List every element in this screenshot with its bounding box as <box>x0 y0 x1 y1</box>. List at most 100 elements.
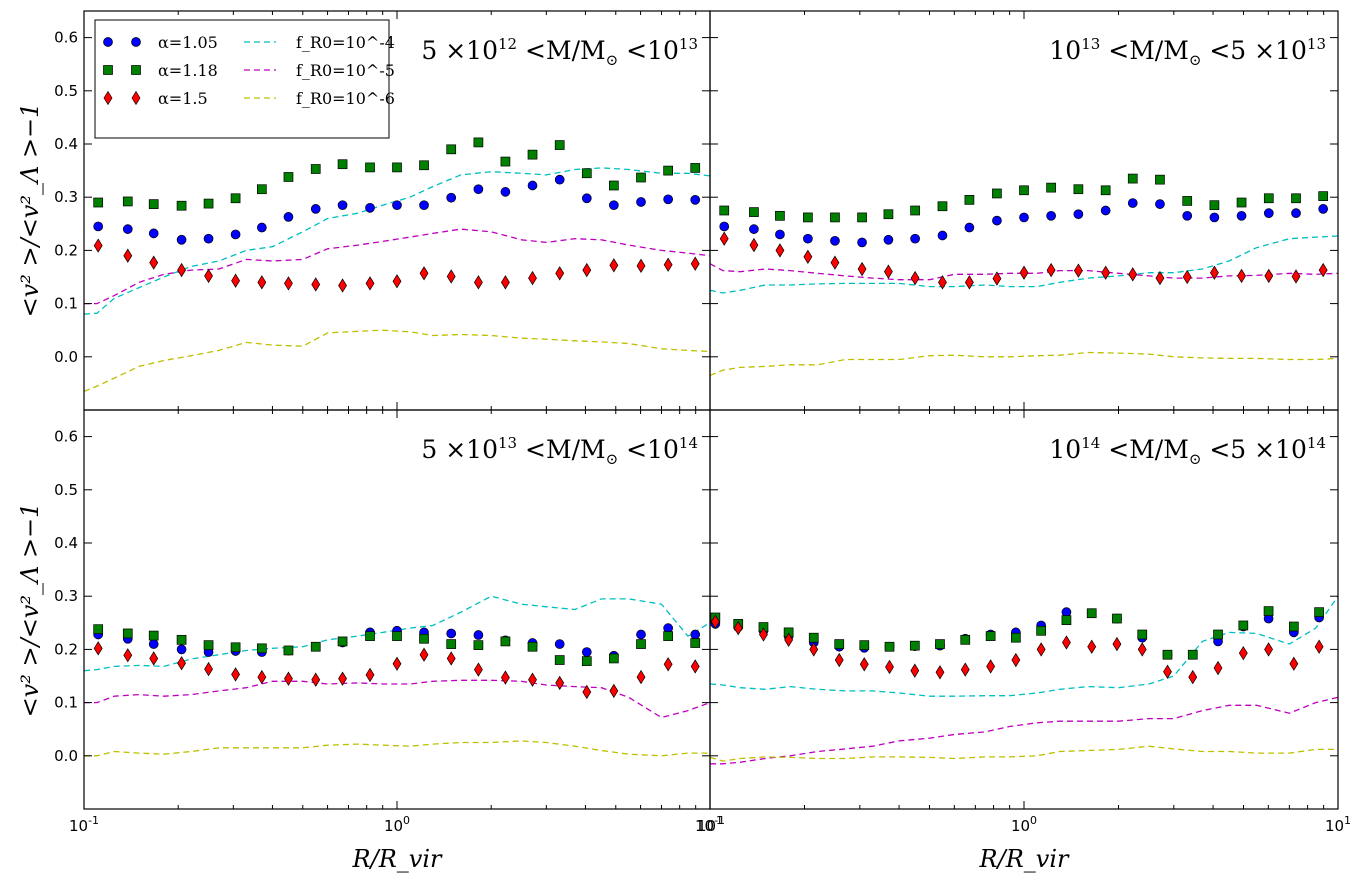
point-alpha-15 <box>528 270 537 286</box>
point-alpha-15 <box>392 274 402 289</box>
point-alpha-15 <box>528 672 537 687</box>
point-alpha-105 <box>1127 198 1138 208</box>
point-alpha-15 <box>473 275 483 290</box>
point-alpha-118 <box>392 162 402 173</box>
point-alpha-15 <box>93 238 103 253</box>
point-alpha-118 <box>992 188 1002 199</box>
x-tick-label: 10-1 <box>69 814 99 835</box>
point-alpha-15 <box>1237 268 1246 284</box>
point-alpha-105 <box>1318 204 1329 214</box>
plot-area <box>710 595 1349 765</box>
point-alpha-118 <box>1187 649 1198 660</box>
point-alpha-118 <box>1112 613 1122 624</box>
point-alpha-105 <box>609 200 619 211</box>
y-tick-label: 0.1 <box>54 295 78 313</box>
point-alpha-15 <box>986 659 996 674</box>
legend-box <box>94 19 390 139</box>
point-alpha-118 <box>1046 182 1056 193</box>
point-alpha-118 <box>749 207 759 217</box>
point-alpha-118 <box>392 631 402 641</box>
line-f-r0-10-4 <box>84 595 710 672</box>
point-alpha-105 <box>830 235 840 246</box>
point-alpha-15 <box>338 278 347 293</box>
point-alpha-118 <box>365 631 375 641</box>
point-alpha-15 <box>910 270 920 286</box>
point-alpha-105 <box>93 221 104 232</box>
point-alpha-15 <box>555 675 565 691</box>
point-alpha-15 <box>93 641 103 656</box>
point-alpha-118 <box>93 197 104 208</box>
point-alpha-118 <box>419 633 429 644</box>
point-alpha-105 <box>690 629 701 640</box>
point-alpha-118 <box>960 634 971 645</box>
point-alpha-15 <box>311 672 321 687</box>
legend-entry: f_R0=10^-6 <box>244 89 395 108</box>
point-alpha-105 <box>1073 209 1084 220</box>
point-alpha-118 <box>1213 629 1223 640</box>
y-tick-label: 0.6 <box>54 29 78 47</box>
x-tick-label: 100 <box>384 814 410 835</box>
point-alpha-118 <box>473 137 484 148</box>
point-alpha-15 <box>1264 642 1273 657</box>
point-alpha-105 <box>337 200 348 211</box>
point-alpha-118 <box>93 624 104 635</box>
point-alpha-15 <box>123 648 133 663</box>
point-alpha-118 <box>1011 632 1021 643</box>
point-alpha-118 <box>663 631 673 641</box>
point-alpha-15 <box>473 662 483 677</box>
x-axis-label-right: R/R_vir <box>979 845 1070 873</box>
point-alpha-15 <box>284 671 293 686</box>
point-alpha-15 <box>1137 642 1147 657</box>
line-f-r0-10-5 <box>84 228 710 305</box>
point-alpha-118 <box>663 165 673 176</box>
point-alpha-105 <box>581 193 592 204</box>
point-alpha-118 <box>1340 607 1349 616</box>
line-f-r0-10-6 <box>84 329 710 393</box>
point-alpha-105 <box>1291 208 1301 219</box>
point-alpha-15 <box>960 662 970 677</box>
point-alpha-118 <box>203 640 214 650</box>
point-alpha-118 <box>609 653 619 664</box>
point-alpha-105 <box>500 187 511 197</box>
point-alpha-105 <box>1046 210 1056 221</box>
y-axis-label-bottom: <v² >/<v²_Λ >−1 <box>16 503 44 718</box>
x-tick-label: 10-1 <box>695 814 725 835</box>
panel-frame <box>83 409 711 810</box>
point-alpha-118 <box>446 639 457 649</box>
line-f-r0-10-6 <box>84 740 710 757</box>
point-alpha-105 <box>176 234 187 245</box>
point-alpha-118 <box>581 656 592 666</box>
legend-label: f_R0=10^-5 <box>296 61 395 80</box>
point-alpha-105 <box>1155 199 1165 209</box>
point-alpha-15 <box>759 627 768 642</box>
point-alpha-118 <box>1137 629 1148 640</box>
point-alpha-105 <box>636 629 646 640</box>
point-alpha-15 <box>1188 669 1198 685</box>
y-axis-label-top: <v² >/<v²_Λ >−1 <box>16 103 44 318</box>
point-alpha-15 <box>1264 268 1274 284</box>
point-alpha-118 <box>446 144 457 155</box>
point-alpha-15 <box>123 248 133 263</box>
point-alpha-118 <box>310 641 321 652</box>
point-alpha-15 <box>830 255 840 270</box>
point-alpha-118 <box>1019 185 1029 196</box>
point-alpha-15 <box>857 261 867 277</box>
point-alpha-118 <box>500 636 511 647</box>
y-tick-label: 0.2 <box>54 640 78 658</box>
point-alpha-105 <box>1209 212 1220 223</box>
point-alpha-15 <box>231 667 240 682</box>
point-alpha-105 <box>964 222 975 233</box>
point-alpha-15 <box>1036 642 1046 657</box>
point-alpha-15 <box>446 651 456 666</box>
point-alpha-118 <box>122 628 133 639</box>
line-f-r0-10-6 <box>710 745 1338 762</box>
line-f-r0-10-4 <box>710 235 1338 294</box>
y-tick-label: 0.5 <box>54 481 78 499</box>
point-alpha-118 <box>1073 184 1084 195</box>
point-alpha-15 <box>419 647 429 662</box>
legend-label: α=1.05 <box>158 33 218 52</box>
point-alpha-105 <box>1340 610 1349 619</box>
point-alpha-118 <box>859 640 870 650</box>
point-alpha-118 <box>203 198 214 209</box>
point-alpha-15 <box>690 256 700 271</box>
